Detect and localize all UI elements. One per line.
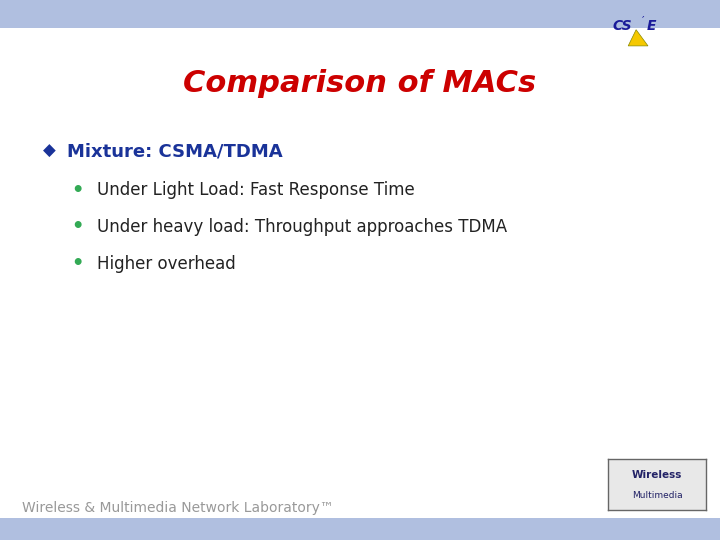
Polygon shape xyxy=(628,30,648,46)
Text: Under Light Load: Fast Response Time: Under Light Load: Fast Response Time xyxy=(97,181,415,199)
Text: Under heavy load: Throughput approaches TDMA: Under heavy load: Throughput approaches … xyxy=(97,218,508,236)
Text: •: • xyxy=(71,180,84,200)
Text: Mixture: CSMA/TDMA: Mixture: CSMA/TDMA xyxy=(67,142,282,160)
Text: ◆: ◆ xyxy=(42,142,55,160)
Text: Wireless & Multimedia Network Laboratory™: Wireless & Multimedia Network Laboratory… xyxy=(22,501,333,515)
Text: Comparison of MACs: Comparison of MACs xyxy=(184,69,536,98)
Text: E: E xyxy=(647,19,656,32)
Text: •: • xyxy=(71,217,84,237)
Text: Multimedia: Multimedia xyxy=(631,491,683,501)
Text: Higher overhead: Higher overhead xyxy=(97,254,236,273)
Text: •: • xyxy=(71,254,84,273)
Text: ′: ′ xyxy=(642,16,644,26)
Bar xyxy=(0,0,720,28)
Text: CS: CS xyxy=(612,19,632,32)
Text: Wireless: Wireless xyxy=(632,470,682,481)
Bar xyxy=(0,518,720,540)
